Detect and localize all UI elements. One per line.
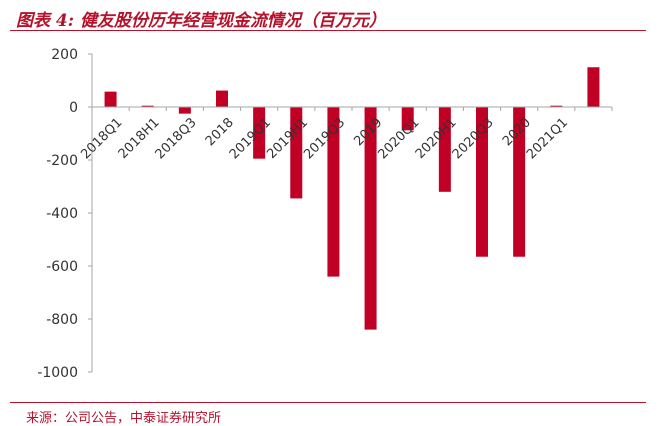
x-tick-label: 2020Q3 — [450, 115, 497, 162]
bar — [438, 107, 451, 192]
bar — [104, 91, 117, 107]
bar — [327, 107, 340, 277]
x-tick-label: 2018Q3 — [153, 115, 200, 162]
y-tick-label: -1000 — [37, 365, 78, 381]
bar — [476, 107, 488, 257]
y-tick-label: -200 — [46, 153, 78, 169]
bar — [401, 107, 414, 131]
title-divider — [10, 30, 646, 31]
bar — [141, 105, 154, 107]
x-tick-label: 2021Q1 — [524, 115, 571, 162]
x-tick-label: 2019Q3 — [301, 115, 348, 162]
bar — [550, 105, 563, 107]
bar — [253, 107, 266, 159]
bar — [587, 67, 600, 107]
y-tick-label: -600 — [46, 259, 78, 275]
bar — [216, 90, 228, 107]
y-tick-label: 0 — [69, 100, 78, 116]
source-divider — [10, 402, 646, 403]
chart-header: 图表 4: 健友股份历年经营现金流情况（百万元） — [10, 4, 650, 31]
bar — [513, 107, 526, 257]
y-tick-label: -800 — [46, 312, 78, 328]
bar — [364, 107, 377, 330]
bar — [178, 107, 191, 114]
bar — [290, 107, 303, 199]
x-tick-label: 2018 — [203, 115, 237, 149]
source-note: 来源：公司公告，中泰证券研究所 — [26, 411, 222, 426]
y-tick-label: 200 — [51, 47, 78, 63]
chart-title: 图表 4: 健友股份历年经营现金流情况（百万元） — [16, 11, 386, 31]
y-tick-label: -400 — [46, 206, 78, 222]
